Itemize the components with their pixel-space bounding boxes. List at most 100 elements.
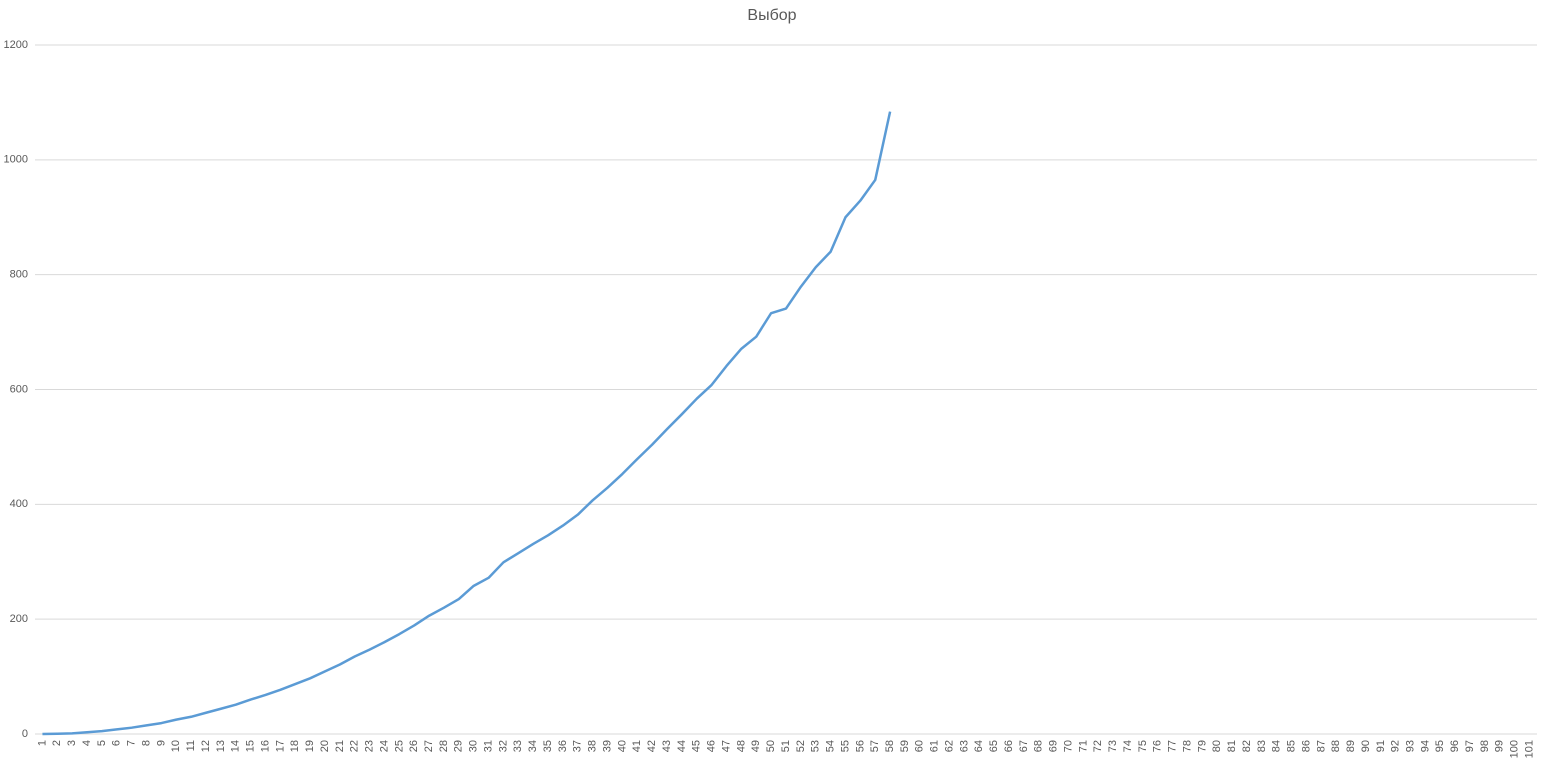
x-tick-label: 81 [1226,740,1238,752]
x-tick-label: 69 [1048,740,1060,752]
x-tick-label: 52 [795,740,807,752]
x-tick-label: 30 [468,740,480,752]
x-tick-label: 57 [869,740,881,752]
x-tick-label: 28 [438,740,450,752]
x-tick-label: 56 [854,740,866,752]
x-tick-label: 5 [96,740,108,746]
x-tick-label: 50 [765,740,777,752]
x-tick-label: 67 [1018,740,1030,752]
x-tick-label: 24 [378,740,390,752]
x-tick-label: 32 [497,740,509,752]
x-tick-label: 40 [616,740,628,752]
x-tick-label: 91 [1375,740,1387,752]
x-tick-label: 19 [304,740,316,752]
x-tick-label: 73 [1107,740,1119,752]
x-tick-label: 55 [839,740,851,752]
x-tick-label: 20 [319,740,331,752]
x-tick-label: 92 [1390,740,1402,752]
x-tick-label: 48 [735,740,747,752]
x-tick-label: 9 [155,740,167,746]
x-tick-label: 82 [1241,740,1253,752]
y-tick-label: 200 [10,613,28,625]
x-tick-label: 10 [170,740,182,752]
x-tick-label: 13 [215,740,227,752]
x-tick-label: 12 [200,740,212,752]
x-tick-label: 53 [810,740,822,752]
x-tick-label: 31 [482,740,494,752]
x-tick-label: 8 [140,740,152,746]
x-tick-label: 79 [1196,740,1208,752]
x-tick-label: 65 [988,740,1000,752]
x-tick-label: 49 [750,740,762,752]
x-tick-label: 16 [259,740,271,752]
x-tick-label: 46 [706,740,718,752]
x-tick-label: 93 [1405,740,1417,752]
x-tick-label: 75 [1137,740,1149,752]
x-tick-label: 34 [527,740,539,752]
y-tick-label: 800 [10,269,28,281]
x-tick-label: 4 [81,740,93,746]
x-tick-label: 74 [1122,740,1134,752]
data-line [42,111,892,736]
x-tick-label: 62 [943,740,955,752]
x-tick-label: 27 [423,740,435,752]
x-tick-label: 68 [1033,740,1045,752]
x-tick-label: 59 [899,740,911,752]
x-tick-label: 84 [1271,740,1283,752]
x-tick-label: 78 [1181,740,1193,752]
x-tick-label: 98 [1479,740,1491,752]
x-tick-label: 99 [1494,740,1506,752]
x-tick-label: 41 [631,740,643,752]
chart-title: Выбор [747,7,796,24]
x-tick-label: 77 [1167,740,1179,752]
x-tick-label: 47 [720,740,732,752]
x-tick-label: 58 [884,740,896,752]
y-tick-label: 400 [10,498,28,510]
x-tick-label: 88 [1330,740,1342,752]
x-tick-label: 61 [929,740,941,752]
x-tick-label: 64 [973,740,985,752]
x-tick-label: 80 [1211,740,1223,752]
x-tick-label: 7 [126,740,138,746]
x-tick-label: 85 [1286,740,1298,752]
x-tick-label: 83 [1256,740,1268,752]
x-tick-label: 87 [1315,740,1327,752]
x-tick-label: 94 [1419,740,1431,752]
y-tick-label: 1200 [4,39,28,51]
x-tick-label: 1 [36,740,48,746]
x-tick-label: 35 [542,740,554,752]
x-tick-label: 23 [364,740,376,752]
x-tick-label: 45 [691,740,703,752]
x-tick-label: 71 [1077,740,1089,752]
x-tick-label: 36 [557,740,569,752]
x-tick-label: 38 [587,740,599,752]
x-tick-label: 76 [1152,740,1164,752]
x-tick-label: 43 [661,740,673,752]
x-tick-label: 14 [230,740,242,752]
x-tick-label: 97 [1464,740,1476,752]
x-tick-label: 54 [825,740,837,752]
x-tick-label: 39 [601,740,613,752]
x-tick-label: 70 [1062,740,1074,752]
x-tick-label: 33 [512,740,524,752]
x-tick-label: 51 [780,740,792,752]
x-tick-label: 66 [1003,740,1015,752]
x-tick-label: 18 [289,740,301,752]
x-tick-label: 11 [185,740,197,751]
x-tick-label: 37 [572,740,584,752]
x-tick-label: 89 [1345,740,1357,752]
x-tick-label: 95 [1434,740,1446,752]
x-tick-label: 100 [1509,740,1521,758]
x-tick-label: 17 [274,740,286,752]
x-tick-label: 29 [453,740,465,752]
x-tick-label: 101 [1523,740,1535,758]
x-tick-label: 15 [245,740,257,752]
y-tick-label: 600 [10,383,28,395]
x-tick-label: 3 [66,740,78,746]
x-tick-label: 21 [334,740,346,752]
x-tick-label: 42 [646,740,658,752]
x-tick-label: 2 [51,740,63,746]
x-tick-label: 86 [1300,740,1312,752]
x-tick-label: 72 [1092,740,1104,752]
